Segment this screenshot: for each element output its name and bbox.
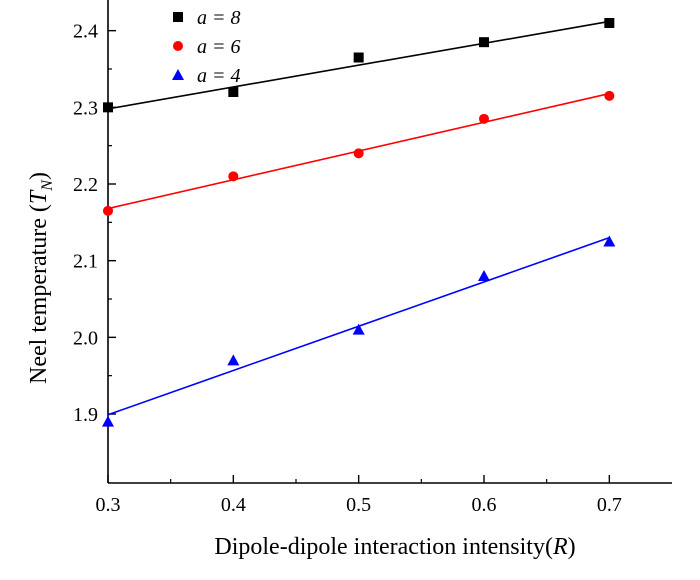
y-tick-label: 2.1 [73, 251, 98, 273]
data-point-a-4 [603, 235, 616, 247]
legend-marker-a-4 [172, 69, 184, 80]
y-axis-title: Neel temperature (TN) [26, 172, 56, 384]
data-point-a-8 [604, 18, 615, 28]
y-tick-label: 1.9 [73, 404, 98, 426]
x-axis-title: Dipole-dipole interaction intensity(R) [214, 534, 575, 560]
legend-label-a-6: a = 6 [197, 36, 241, 58]
fit-line-a-8 [107, 20, 610, 110]
data-point-a-6 [103, 205, 113, 216]
legend-marker-a-8 [173, 12, 183, 22]
data-point-a-4 [227, 354, 240, 366]
data-point-a-6 [479, 113, 489, 124]
y-tick-label: 2.3 [73, 97, 98, 119]
legend: a = 8 a = 6 a = 4 [172, 7, 241, 87]
data-point-a-6 [353, 148, 364, 159]
data-point-a-8 [228, 87, 239, 97]
legend-marker-a-6 [173, 41, 183, 51]
x-tick-label: 0.7 [597, 494, 622, 516]
x-tick-label: 0.5 [346, 494, 371, 516]
x-tick-label: 0.6 [472, 494, 497, 516]
legend-label-a-8: a = 8 [197, 7, 241, 29]
data-point-a-8 [479, 37, 489, 48]
data-point-a-8 [103, 102, 113, 113]
fit-lines [107, 20, 610, 416]
data-point-a-4 [102, 415, 114, 427]
x-tick-label: 0.3 [96, 494, 121, 516]
data-point-a-6 [604, 90, 615, 101]
data-point-a-4 [352, 323, 365, 335]
y-tick-label: 2.0 [73, 327, 98, 349]
data-point-a-6 [228, 171, 239, 182]
y-tick-label: 2.4 [73, 21, 98, 43]
legend-label-a-4: a = 4 [197, 65, 241, 87]
data-point-a-8 [353, 52, 364, 63]
data-point-a-4 [478, 270, 490, 281]
data-points [102, 18, 616, 427]
axes: 0.3 0.4 0.5 0.6 0.7 1.9 2.0 2.1 2.2 2.3 2.4 [73, 0, 672, 516]
y-tick-label: 2.2 [73, 174, 98, 196]
x-tick-label: 0.4 [221, 494, 246, 516]
